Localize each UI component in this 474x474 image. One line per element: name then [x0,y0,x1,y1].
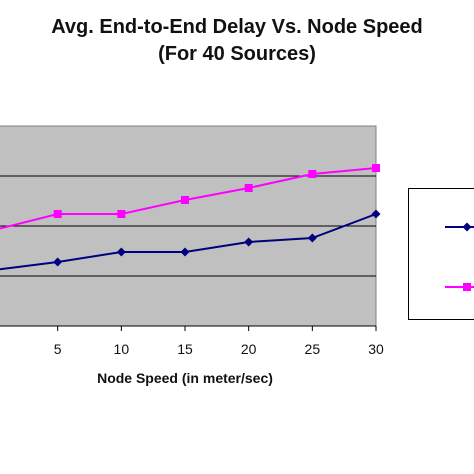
chart-title: Avg. End-to-End Delay Vs. Node Speed [51,16,423,38]
data-point [307,233,317,243]
legend [408,188,474,320]
chart-subtitle: (For 40 Sources) [158,43,316,65]
data-point [53,210,62,218]
x-tick-label: 25 [305,341,321,357]
legend-marker [463,283,471,291]
data-point [371,209,381,219]
data-point [244,237,254,247]
data-point [181,196,189,204]
x-tick-label: 5 [54,341,62,357]
data-point [116,247,126,257]
x-axis-label: Node Speed (in meter/sec) [97,370,273,386]
x-tick-label: 15 [177,341,193,357]
legend-swatches [445,222,474,291]
x-tick-label: 20 [241,341,257,357]
data-point [372,164,380,172]
data-point [308,170,317,178]
data-point [53,257,63,267]
data-point [180,247,190,257]
data-point [244,184,253,192]
data-point [117,210,126,218]
x-tick-label: 10 [114,341,130,357]
x-tick-label: 30 [368,341,384,357]
legend-marker [462,222,472,232]
